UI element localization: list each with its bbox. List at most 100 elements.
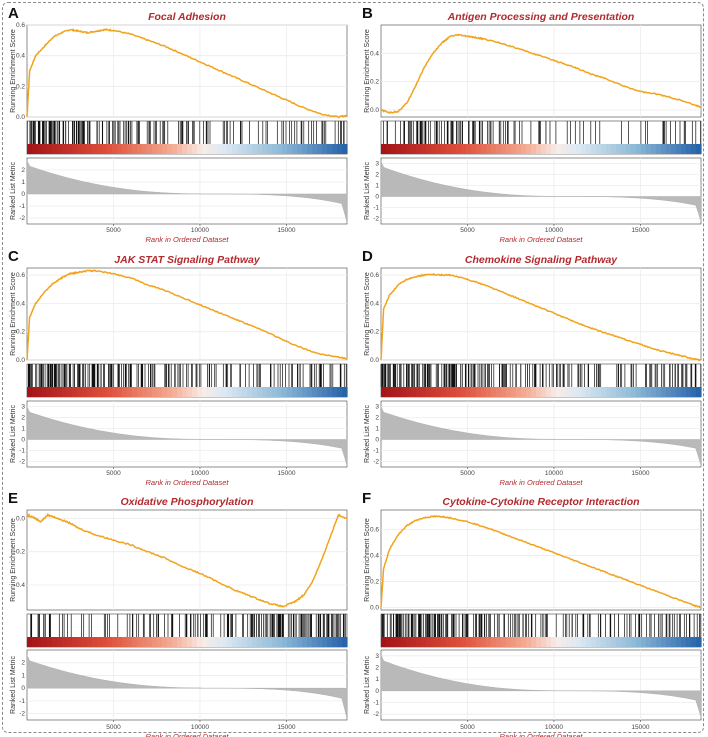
rank-heat-cell (586, 637, 592, 647)
rank-heat-cell (337, 637, 343, 647)
rank-heat-cell (87, 144, 93, 154)
panel-title: JAK STAT Signaling Pathway (114, 254, 261, 266)
rank-heat-cell (217, 144, 223, 154)
x-tick-label: 15000 (631, 227, 649, 234)
rank-heat-cell (586, 144, 592, 154)
rank-heat-cell (32, 387, 38, 397)
metric-tick-label: 2 (21, 167, 25, 174)
panel-letter: B (362, 5, 373, 22)
rank-heat-cell (446, 144, 452, 154)
rank-heat-cell (446, 387, 452, 397)
rank-heat-cell (217, 637, 223, 647)
rank-heat-cell (636, 387, 642, 397)
rank-heat-cell (411, 144, 417, 154)
rank-heat-cell (237, 144, 243, 154)
es-plot-frame (26, 24, 348, 118)
rank-heat-cell (257, 637, 263, 647)
x-tick-label: 5000 (106, 227, 121, 234)
gene-hit-marks (27, 364, 347, 387)
rank-heat-cell (237, 637, 243, 647)
rank-heat-cell (396, 387, 402, 397)
rank-heat-cell (386, 144, 392, 154)
rank-heat-cell (242, 144, 248, 154)
rank-heat-cell (646, 637, 652, 647)
rank-heat-cell (486, 387, 492, 397)
rank-heat-cell (566, 637, 572, 647)
rank-heat-cell (641, 387, 647, 397)
rank-heat-cell (431, 637, 437, 647)
rank-heat-cell (436, 637, 442, 647)
rank-heat-cell (342, 144, 348, 154)
rank-heat-cell (481, 387, 487, 397)
metric-tick-label: -1 (373, 700, 379, 707)
rank-heat-cell (182, 144, 188, 154)
metric-tick-label: -2 (373, 711, 379, 718)
rank-heat-cell (586, 387, 592, 397)
rank-heat-cell (167, 144, 173, 154)
rank-heat-cell (401, 387, 407, 397)
rank-heat-cell (57, 637, 63, 647)
rank-heat-cell (67, 387, 73, 397)
y-tick-label: -0.4 (14, 582, 26, 589)
rank-heat-cell (122, 144, 128, 154)
metric-tick-label: -2 (19, 711, 25, 718)
rank-heat-cell (52, 387, 58, 397)
rank-heat-cell (32, 637, 38, 647)
x-tick-label: 15000 (277, 470, 295, 477)
y-tick-label: 0.2 (370, 329, 379, 336)
rank-heat-cell (217, 387, 223, 397)
rank-heat-cell (381, 144, 387, 154)
x-tick-label: 5000 (460, 724, 475, 731)
rank-heat-cell (187, 637, 193, 647)
enrichment-score-line (380, 515, 702, 609)
y-tick-label: 0.0 (370, 357, 379, 364)
rank-heat-cell (541, 637, 547, 647)
rank-heat-cell (611, 387, 617, 397)
rank-heat-cell (566, 387, 572, 397)
rank-heat-cell (646, 144, 652, 154)
rank-heat-cell (481, 144, 487, 154)
metric-axis-title: Ranked List Metric (364, 162, 371, 220)
rank-heat-cell (137, 387, 143, 397)
rank-heat-cell (327, 387, 333, 397)
metric-tick-label: 1 (375, 426, 379, 433)
panel-letter: A (8, 5, 19, 22)
rank-heat-cell (501, 637, 507, 647)
metric-tick-label: 1 (375, 676, 379, 683)
rank-heat-cell (411, 637, 417, 647)
rank-heat-cell (536, 637, 542, 647)
x-axis-title: Rank in Ordered Dataset (500, 235, 584, 244)
rank-heat-cell (342, 637, 348, 647)
rank-heat-cell (177, 637, 183, 647)
rank-heat-cell (177, 387, 183, 397)
rank-heat-cell (127, 144, 133, 154)
rank-heat-cell (232, 387, 238, 397)
rank-heat-cell (332, 144, 338, 154)
rank-heat-cell (182, 637, 188, 647)
rank-heat-cell (396, 144, 402, 154)
rank-heat-cell (416, 387, 422, 397)
rank-heat-cell (661, 387, 667, 397)
panel-title: Cytokine-Cytokine Receptor Interaction (442, 496, 639, 508)
rank-heat-cell (406, 637, 412, 647)
rank-heat-cell (691, 637, 697, 647)
rank-heat-cell (631, 387, 637, 397)
rank-heat-cell (67, 144, 73, 154)
rank-heat-cell (576, 144, 582, 154)
x-tick-label: 10000 (191, 227, 209, 234)
rank-heat-cell (297, 144, 303, 154)
rank-heat-cell (666, 637, 672, 647)
panel-e: E Oxidative Phosphorylation 0.0 -0.2 -0.4Run… (8, 490, 348, 737)
es-plot-frame (380, 509, 702, 611)
enrichment-score-line (26, 269, 348, 360)
rank-heat-cell (177, 144, 183, 154)
rank-heat-cell (157, 637, 163, 647)
rank-heat-cell (137, 144, 143, 154)
rank-heat-cell (232, 637, 238, 647)
y-tick-label: 0.0 (16, 357, 25, 364)
rank-heat-cell (112, 144, 118, 154)
panel-letter: C (8, 248, 19, 265)
rank-heat-cell (227, 144, 233, 154)
metric-tick-label: 0 (375, 194, 379, 201)
rank-heat-cell (77, 144, 83, 154)
